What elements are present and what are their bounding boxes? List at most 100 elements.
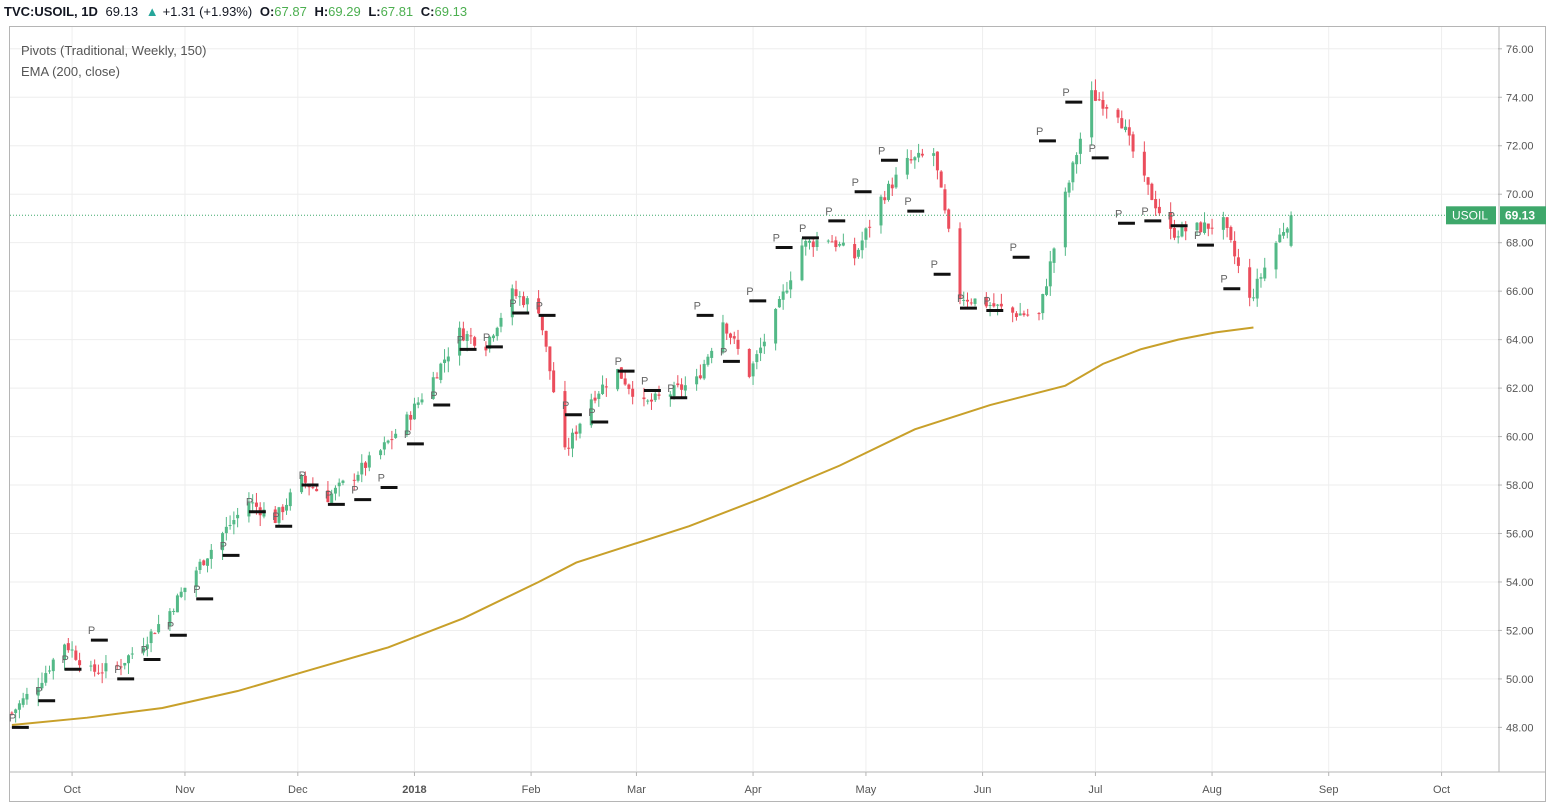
candle-body [206, 558, 210, 566]
candle-body [175, 595, 179, 613]
candle-body [1093, 90, 1097, 101]
close-label: C: [420, 4, 435, 19]
price-change: +1.31 (+1.93%) [162, 4, 253, 19]
pivot-label: P [536, 300, 543, 312]
candle-body [736, 339, 740, 349]
indicator-pivots-label[interactable]: Pivots (Traditional, Weekly, 150) [21, 43, 206, 58]
candle-body [943, 189, 947, 211]
pivot-label: P [773, 233, 780, 245]
candle-body [1097, 99, 1101, 101]
time-axis[interactable]: Oct Nov Dec 2018 Feb Mar Apr May Jun Jul Aug Sep Oct [64, 772, 1451, 796]
candle-body [104, 663, 108, 672]
candle-body [646, 400, 650, 402]
candle-body [785, 290, 789, 293]
candle-body [209, 549, 213, 559]
price-tick-label: 50.00 [1506, 674, 1534, 686]
pivot-levels: P P P P P P P P P P P P P P P P P P P P P P P P P P P P P P P P P P P P P P P P… [9, 87, 1241, 729]
candle-body [1169, 212, 1173, 229]
candle-body [1255, 278, 1259, 299]
candle-body [1285, 228, 1289, 233]
time-tick-label: Oct [1433, 784, 1450, 796]
candle-body [89, 665, 93, 667]
candle-body [1203, 222, 1207, 233]
candle-body [623, 378, 627, 385]
candle-body [1090, 90, 1094, 138]
candle-body [48, 670, 52, 672]
candle-body [251, 502, 255, 504]
candle-body [909, 159, 913, 161]
pivot-label: P [35, 686, 42, 698]
candle-body [1274, 242, 1278, 270]
candle-body [74, 650, 78, 660]
candle-body [1259, 277, 1263, 279]
candle-body [78, 660, 82, 666]
candle-body [552, 370, 556, 393]
time-tick-label: Feb [522, 784, 541, 796]
candle-body [273, 509, 277, 523]
candle-body [514, 289, 518, 297]
candle-body [838, 244, 842, 246]
candle-body [1150, 183, 1154, 201]
candle-body [548, 346, 552, 372]
candle-body [1071, 162, 1075, 183]
pivot-label: P [193, 584, 200, 596]
candle-body [988, 304, 992, 306]
candle-body [431, 377, 435, 399]
candle-body [540, 314, 544, 331]
candle-body [920, 153, 924, 156]
candle-body [1105, 107, 1109, 109]
pivot-label: P [641, 376, 648, 388]
candle-body [570, 432, 574, 449]
pivot-label: P [404, 429, 411, 441]
candle-body [1014, 313, 1018, 318]
candle-body [759, 347, 763, 354]
indicator-legend: Pivots (Traditional, Weekly, 150) EMA (2… [21, 43, 206, 79]
time-tick-label: Mar [627, 784, 646, 796]
candle-body [544, 330, 548, 347]
candle-body [958, 228, 962, 299]
candle-body [352, 479, 356, 481]
pivot-label: P [299, 470, 306, 482]
chart-panel[interactable] [9, 26, 1546, 802]
candle-body [1225, 217, 1229, 228]
candle-body [194, 570, 198, 587]
candle-body [330, 493, 334, 503]
candle-body [939, 171, 943, 188]
candle-body [420, 399, 424, 403]
candle-body [179, 591, 183, 597]
pivot-label: P [694, 300, 701, 312]
candle-body [1248, 267, 1252, 298]
candle-body [698, 375, 702, 379]
candle-body [465, 334, 469, 341]
pivot-label: P [825, 206, 832, 218]
close-value: 69.13 [434, 4, 468, 19]
time-tick-label: Nov [175, 784, 195, 796]
price-axis[interactable]: 76.00 74.00 72.00 70.00 68.00 66.00 64.00 62.00… [1498, 44, 1534, 735]
candle-body [491, 335, 495, 339]
pivot-label: P [141, 645, 148, 657]
tag-value: 69.13 [1505, 208, 1535, 222]
candle-body [303, 475, 307, 483]
candle-body [119, 666, 123, 668]
candle-body [394, 433, 398, 438]
candle-body [947, 209, 951, 229]
candle-body [172, 610, 176, 612]
candle-body [142, 647, 146, 653]
indicator-ema-label[interactable]: EMA (200, close) [21, 64, 120, 79]
time-tick-label: Apr [744, 784, 761, 796]
candle-body [1278, 234, 1282, 243]
candle-body [315, 489, 319, 492]
symbol-title[interactable]: TVC:USOIL, 1D [4, 4, 98, 19]
candle-body [1172, 227, 1176, 238]
candle-body [17, 703, 21, 710]
candle-body [236, 514, 240, 519]
pivot-label: P [746, 286, 753, 298]
candle-body [642, 397, 646, 400]
candle-body [747, 348, 751, 377]
candle-body [826, 240, 830, 242]
candle-body [100, 672, 104, 674]
candle-body [1011, 307, 1015, 313]
price-tick-label: 70.00 [1506, 189, 1534, 201]
candle-body [1289, 215, 1293, 246]
